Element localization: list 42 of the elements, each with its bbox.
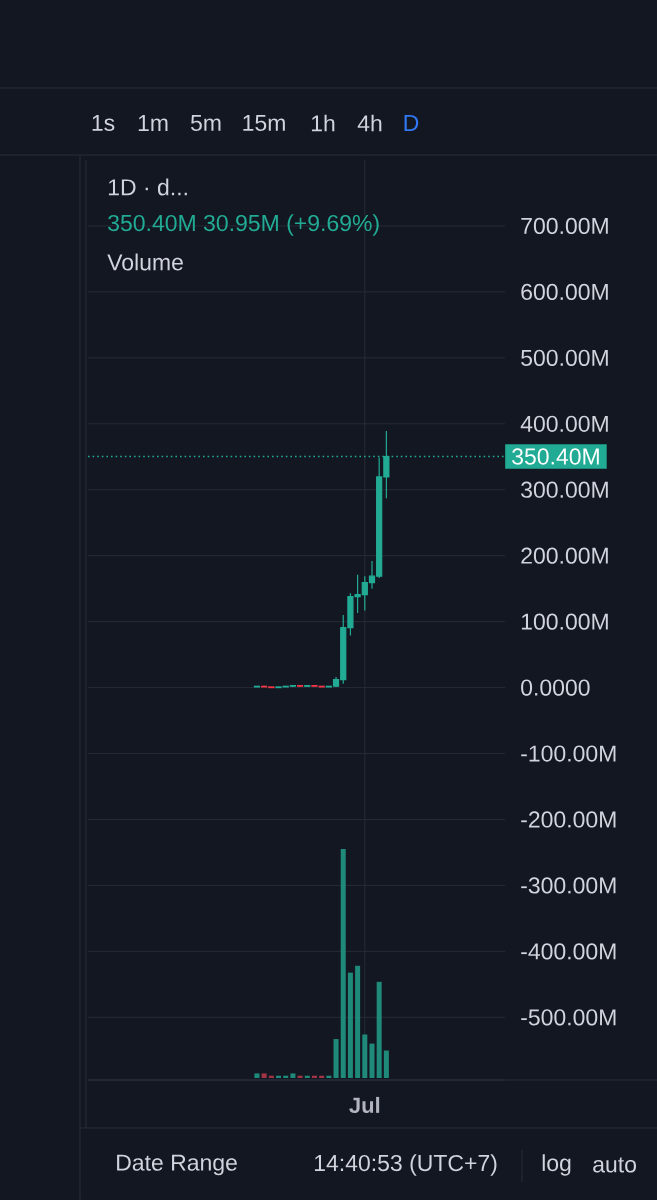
x-tick-label: Jul [349, 1096, 380, 1114]
text: 1D · d... [108, 178, 187, 196]
text: 15m [243, 114, 285, 132]
bar [254, 1073, 260, 1078]
y-tick-label: -500.00M [521, 1009, 616, 1026]
text: 14:40:53 (UTC+7) [314, 1154, 497, 1176]
y-tick-label: -400.00M [521, 943, 616, 960]
y-tick-label: -100.00M [521, 745, 616, 762]
text: 1m [138, 115, 168, 131]
y-tick-label: 300.00M [521, 481, 608, 498]
text: 350.40M 30.95M (+9.69%) [108, 214, 379, 236]
y-tick-label: 0.0000 [521, 679, 590, 696]
y-tick-label: 200.00M [521, 547, 608, 564]
y-tick-label: 600.00M [521, 283, 608, 301]
bar [362, 1034, 368, 1078]
y-tick-label: -300.00M [521, 877, 616, 894]
y-tick-label: 500.00M [521, 349, 608, 366]
candlestick [253, 685, 261, 688]
y-tick-label: -200.00M [521, 811, 616, 828]
bar [383, 1050, 389, 1078]
bar [355, 965, 361, 1078]
y-tick-label: 100.00M [521, 613, 608, 630]
text: D [404, 115, 419, 131]
bar [290, 1073, 296, 1078]
text: 1h [311, 114, 335, 132]
bar [340, 848, 346, 1078]
text: 4h [357, 114, 382, 132]
text: log [542, 1154, 571, 1176]
y-tick-label: 400.00M [520, 415, 608, 432]
text: 5m [190, 114, 221, 132]
bar [261, 1073, 267, 1078]
bar [376, 981, 382, 1078]
chart-title: Volume [107, 253, 183, 271]
text: 1s [92, 114, 115, 132]
bar [347, 972, 353, 1078]
text: auto [593, 1157, 636, 1173]
candlestick [296, 685, 304, 688]
y-tick-label: 700.00M [521, 217, 608, 235]
bar [333, 1039, 339, 1078]
bar [369, 1043, 375, 1078]
text: Date Range [117, 1154, 237, 1176]
ref-line-label: 350.40M [512, 448, 599, 465]
